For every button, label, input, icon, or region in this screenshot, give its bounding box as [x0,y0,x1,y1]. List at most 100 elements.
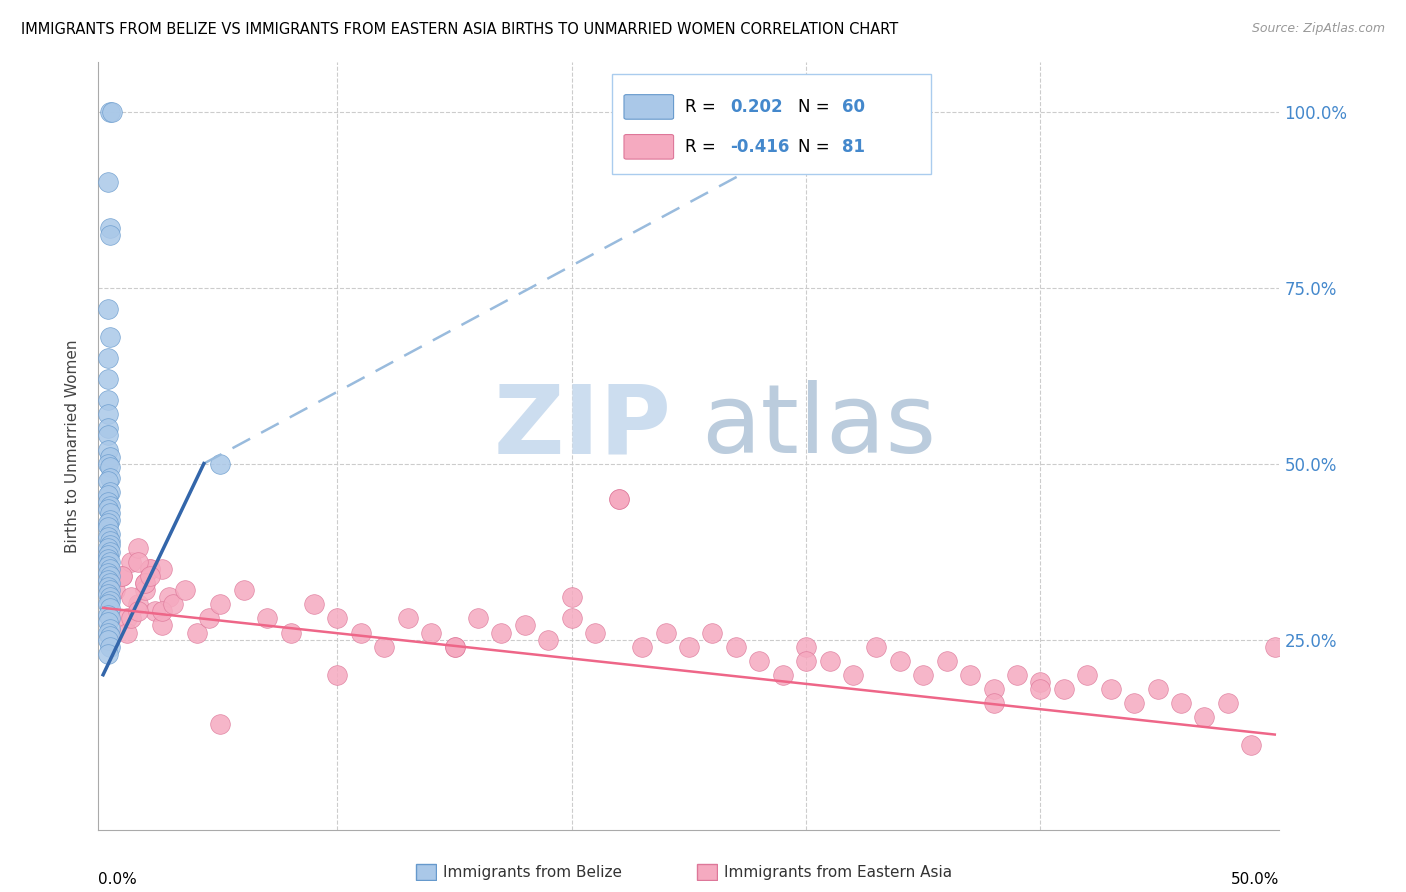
Point [150,562,173,576]
Point [98,629,121,643]
Point [97,580,120,594]
Point [537,632,560,647]
Point [97,442,120,457]
Point [724,640,747,654]
Point [97,351,120,365]
Point [98,330,121,344]
Point [134,576,156,591]
Point [97,548,120,562]
Point [111,569,134,583]
Text: N =: N = [797,138,835,156]
Point [115,625,138,640]
Point [139,569,162,583]
Point [98,534,121,549]
Point [1123,696,1146,710]
Point [98,583,121,598]
Point [97,393,120,408]
Point [654,625,676,640]
Point [98,622,121,636]
Point [111,569,134,583]
Point [98,600,121,615]
Point [97,495,120,509]
Point [889,654,911,668]
Point [97,647,120,661]
Text: N =: N = [797,98,835,116]
Point [209,598,232,612]
Text: ZIP: ZIP [494,380,671,474]
Point [127,604,149,618]
Point [143,604,166,618]
Text: Immigrants from Eastern Asia: Immigrants from Eastern Asia [724,865,952,880]
Point [98,227,121,242]
Text: R =: R = [685,138,721,156]
Point [97,421,120,435]
Point [98,484,121,499]
Point [120,611,142,625]
Point [98,220,121,235]
Point [326,611,349,625]
Point [1029,681,1052,696]
Point [209,457,232,471]
Point [186,625,208,640]
Point [120,591,142,605]
Point [115,611,138,625]
Point [561,611,583,625]
Point [583,625,606,640]
Point [702,625,724,640]
Point [97,407,120,421]
Point [1146,681,1168,696]
Point [865,640,887,654]
Point [162,598,184,612]
Point [748,654,770,668]
Point [607,491,630,506]
Point [794,654,817,668]
Point [1099,681,1122,696]
Point [97,488,120,502]
Point [443,640,465,654]
Point [139,562,162,576]
Text: 50.0%: 50.0% [1232,871,1279,887]
Point [1076,667,1098,681]
Point [631,640,654,654]
Point [983,696,1005,710]
Point [98,544,121,558]
Point [256,611,278,625]
Point [97,558,120,573]
Point [280,625,302,640]
Text: -0.416: -0.416 [730,138,790,156]
Point [98,450,121,464]
Point [134,576,156,591]
Point [491,625,513,640]
Point [97,598,120,612]
Point [98,499,121,513]
Point [98,611,121,625]
Text: R =: R = [685,98,721,116]
Point [97,551,120,566]
Point [396,611,419,625]
Point [1240,738,1263,752]
Point [197,611,219,625]
Point [98,471,121,485]
Point [97,573,120,587]
Point [97,520,120,534]
Point [232,583,254,598]
Text: 81: 81 [842,138,866,156]
Point [98,506,121,520]
Point [97,541,120,555]
Point [98,537,121,551]
Point [97,587,120,601]
FancyBboxPatch shape [624,95,673,120]
Point [561,591,583,605]
Point [97,632,120,647]
Point [98,513,121,527]
Point [98,562,121,576]
Point [98,591,121,605]
FancyBboxPatch shape [612,74,931,174]
Y-axis label: Births to Unmarried Women: Births to Unmarried Women [65,339,80,553]
Point [513,618,536,632]
Point [959,667,981,681]
Text: Source: ZipAtlas.com: Source: ZipAtlas.com [1251,22,1385,36]
Text: 0.202: 0.202 [730,98,783,116]
Text: atlas: atlas [700,380,936,474]
Point [127,555,149,569]
